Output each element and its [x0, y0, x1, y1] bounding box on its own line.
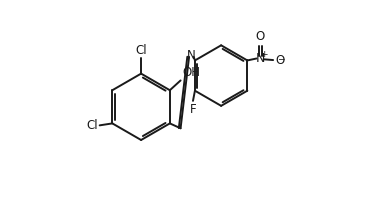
Text: +: +	[260, 50, 267, 59]
Text: −: −	[277, 54, 284, 63]
Text: N: N	[187, 49, 196, 62]
Text: O: O	[256, 30, 264, 43]
Text: F: F	[190, 103, 196, 116]
Text: N: N	[255, 52, 265, 65]
Text: O: O	[275, 53, 285, 67]
Text: OH: OH	[183, 66, 201, 79]
Text: Cl: Cl	[86, 119, 98, 132]
Text: Cl: Cl	[135, 44, 147, 57]
